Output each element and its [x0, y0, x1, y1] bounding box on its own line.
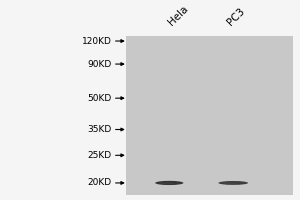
Text: 20KD: 20KD: [87, 178, 111, 187]
Ellipse shape: [218, 181, 248, 185]
Ellipse shape: [155, 181, 183, 185]
Ellipse shape: [159, 182, 174, 184]
Text: 35KD: 35KD: [87, 125, 111, 134]
Text: PC3: PC3: [226, 6, 247, 27]
Text: 120KD: 120KD: [82, 37, 111, 46]
Text: 25KD: 25KD: [87, 151, 111, 160]
Ellipse shape: [223, 182, 238, 184]
Text: 90KD: 90KD: [87, 60, 111, 69]
FancyBboxPatch shape: [126, 36, 293, 195]
Text: 50KD: 50KD: [87, 94, 111, 103]
Text: Hela: Hela: [167, 4, 190, 27]
